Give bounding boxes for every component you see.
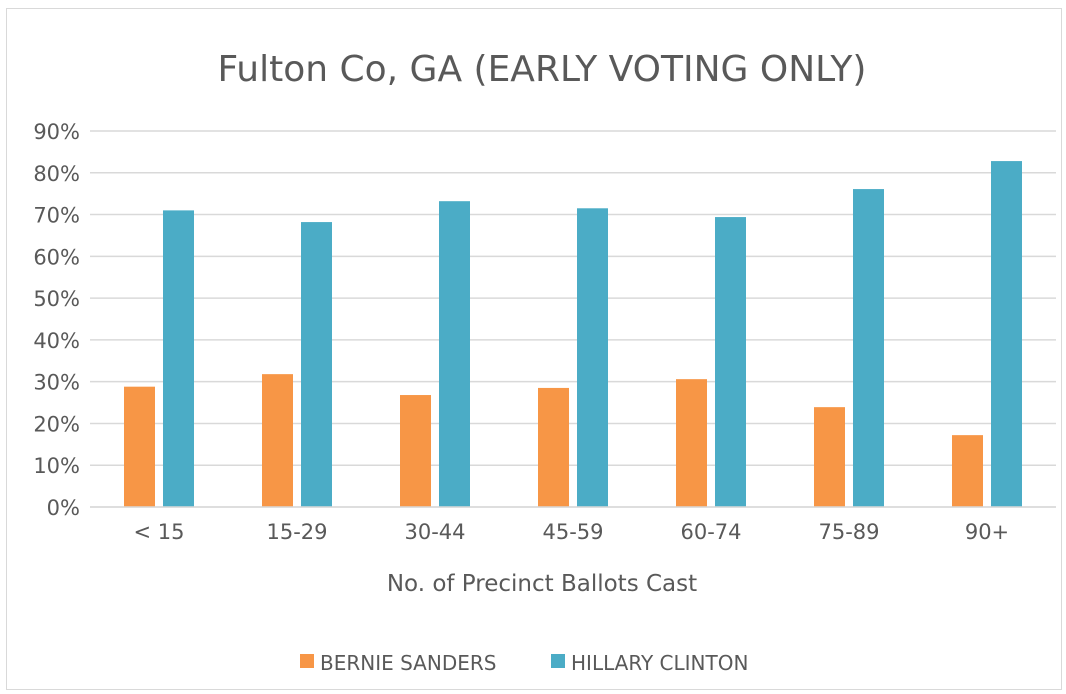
y-tick-label: 70%: [33, 204, 80, 228]
bar-sanders: [952, 435, 983, 507]
y-tick-label: 50%: [33, 287, 80, 311]
y-tick-label: 80%: [33, 162, 80, 186]
bar-clinton: [163, 210, 194, 507]
x-tick-label: 30-44: [404, 520, 465, 544]
y-tick-label: 30%: [33, 371, 80, 395]
bar-sanders: [124, 386, 155, 507]
legend-swatch: [551, 654, 565, 668]
bar-clinton: [577, 208, 608, 508]
bar-sanders: [676, 379, 707, 507]
bars: [124, 161, 1022, 508]
x-axis-title: No. of Precinct Ballots Cast: [387, 571, 697, 597]
bar-sanders: [814, 407, 845, 507]
x-tick-label: 75-89: [818, 520, 879, 544]
bar-clinton: [301, 222, 332, 507]
x-tick-label: 45-59: [542, 520, 603, 544]
y-axis-ticks: 0% 10% 20% 30% 40% 50% 60% 70% 80% 90%: [33, 120, 80, 520]
legend-label: BERNIE SANDERS: [320, 651, 496, 675]
x-tick-label: 90+: [965, 520, 1009, 544]
y-tick-label: 60%: [33, 245, 80, 269]
legend: BERNIE SANDERS HILLARY CLINTON: [300, 651, 748, 675]
x-tick-label: 15-29: [266, 520, 327, 544]
y-tick-label: 0%: [47, 496, 80, 520]
y-tick-label: 90%: [33, 120, 80, 144]
bar-sanders: [262, 374, 293, 507]
y-tick-label: 40%: [33, 329, 80, 353]
bar-clinton: [991, 161, 1022, 507]
bar-clinton: [439, 201, 470, 508]
bar-clinton: [853, 189, 884, 507]
y-tick-label: 20%: [33, 412, 80, 436]
x-axis-ticks: < 15 15-29 30-44 45-59 60-74 75-89 90+: [90, 506, 1056, 544]
gridlines: [90, 130, 1056, 508]
bar-sanders: [400, 395, 431, 507]
x-tick-label: < 15: [134, 520, 185, 544]
bar-clinton: [715, 217, 746, 507]
chart-title: Fulton Co, GA (EARLY VOTING ONLY): [218, 49, 867, 90]
bar-sanders: [538, 387, 569, 507]
y-tick-label: 10%: [33, 454, 80, 478]
legend-label: HILLARY CLINTON: [571, 651, 748, 675]
legend-swatch: [300, 654, 314, 668]
x-tick-label: 60-74: [680, 520, 741, 544]
